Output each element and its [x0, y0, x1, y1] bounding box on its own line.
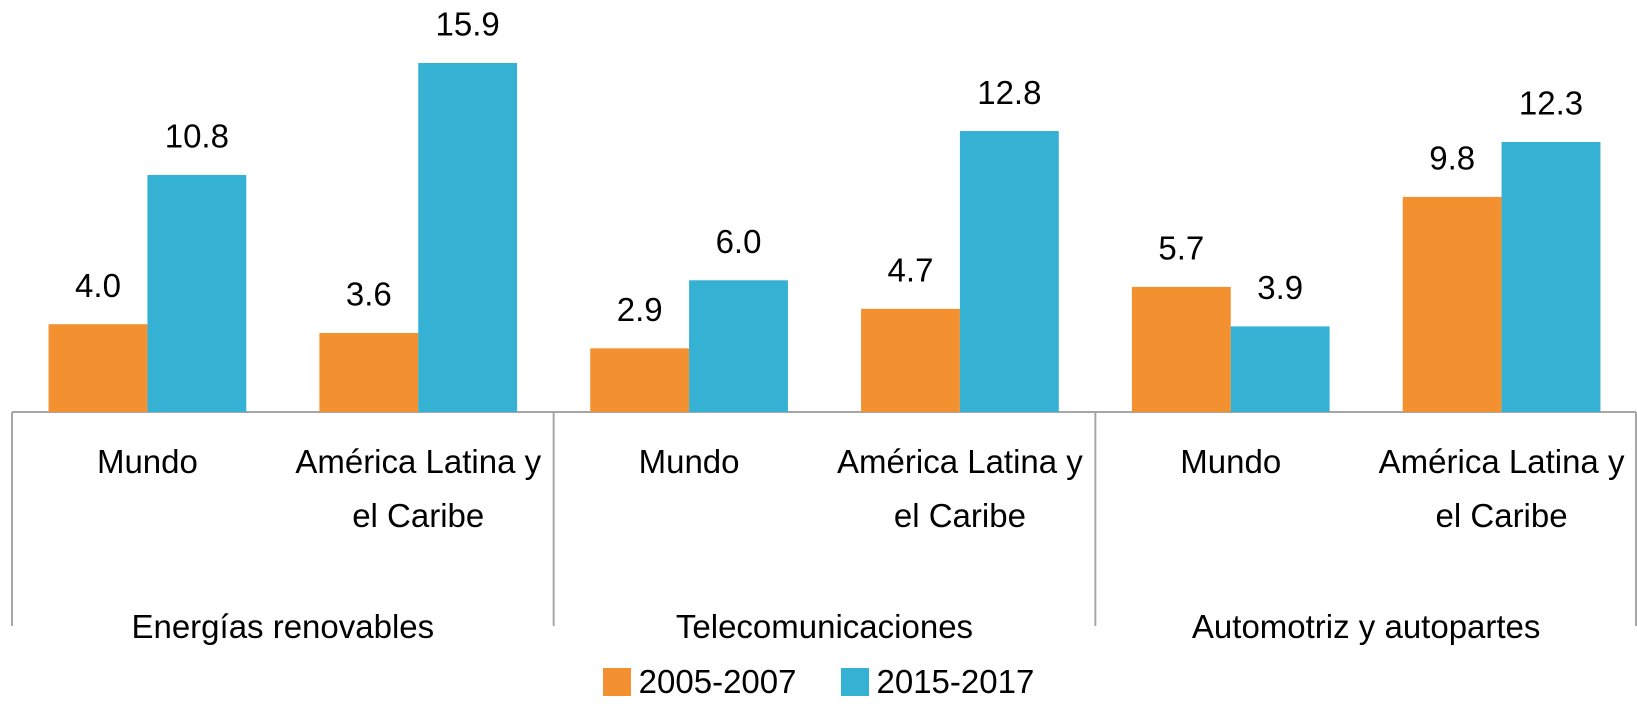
bar	[418, 63, 518, 412]
data-label: 12.8	[977, 74, 1041, 111]
bar	[1501, 142, 1601, 413]
x-tick-label: América Latina y el Caribe	[837, 443, 1083, 534]
bar	[1131, 286, 1231, 412]
x-tick-label: Mundo	[96, 443, 198, 480]
group-label: Telecomunicaciones	[675, 608, 974, 645]
bar	[319, 332, 419, 412]
bar	[1230, 326, 1330, 412]
data-label: 4.7	[888, 252, 934, 289]
x-tick-label: América Latina y el Caribe	[1378, 443, 1625, 534]
data-label: 10.8	[165, 118, 229, 155]
data-label: 5.7	[1158, 230, 1204, 267]
bar	[590, 348, 690, 412]
legend-swatch	[840, 668, 869, 696]
bar	[689, 280, 788, 412]
legend: 2005-2007 2015-2017	[0, 662, 1637, 702]
bar	[959, 131, 1059, 413]
bar	[861, 308, 960, 412]
data-label: 12.3	[1519, 85, 1583, 122]
data-label: 2.9	[617, 291, 663, 328]
x-tick-label: Mundo	[638, 443, 740, 480]
legend-label: 2015-2017	[876, 663, 1035, 700]
bar	[147, 174, 247, 412]
legend-item: 2015-2017	[840, 663, 1035, 701]
bar	[48, 324, 148, 412]
legend-swatch	[602, 668, 631, 696]
x-tick-label: América Latina y el Caribe	[295, 443, 542, 534]
legend-item: 2005-2007	[602, 663, 797, 701]
data-label: 3.6	[346, 276, 392, 313]
data-label: 6.0	[716, 223, 762, 260]
bar	[1402, 196, 1502, 412]
data-label: 15.9	[436, 6, 500, 43]
data-label: 4.0	[75, 267, 121, 304]
group-label: Automotriz y autopartes	[1191, 608, 1541, 645]
data-label: 3.9	[1257, 269, 1303, 306]
group-label: Energías renovables	[131, 608, 435, 645]
x-tick-label: Mundo	[1180, 443, 1282, 480]
data-label: 9.8	[1429, 140, 1475, 177]
legend-label: 2005-2007	[638, 663, 797, 700]
